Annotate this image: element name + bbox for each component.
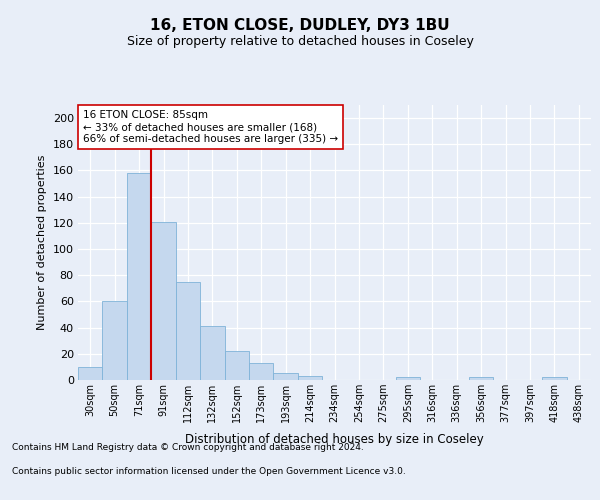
Bar — [176, 282, 200, 380]
Bar — [469, 378, 493, 380]
Bar — [298, 376, 322, 380]
Bar — [200, 326, 224, 380]
Bar — [249, 363, 274, 380]
Text: 16, ETON CLOSE, DUDLEY, DY3 1BU: 16, ETON CLOSE, DUDLEY, DY3 1BU — [150, 18, 450, 32]
Y-axis label: Number of detached properties: Number of detached properties — [37, 155, 47, 330]
Text: Contains public sector information licensed under the Open Government Licence v3: Contains public sector information licen… — [12, 467, 406, 476]
Bar — [151, 222, 176, 380]
Bar — [103, 302, 127, 380]
Bar — [395, 378, 420, 380]
X-axis label: Distribution of detached houses by size in Coseley: Distribution of detached houses by size … — [185, 434, 484, 446]
Bar — [542, 378, 566, 380]
Text: Size of property relative to detached houses in Coseley: Size of property relative to detached ho… — [127, 35, 473, 48]
Text: Contains HM Land Registry data © Crown copyright and database right 2024.: Contains HM Land Registry data © Crown c… — [12, 444, 364, 452]
Bar — [127, 173, 151, 380]
Text: 16 ETON CLOSE: 85sqm
← 33% of detached houses are smaller (168)
66% of semi-deta: 16 ETON CLOSE: 85sqm ← 33% of detached h… — [83, 110, 338, 144]
Bar — [78, 367, 103, 380]
Bar — [224, 351, 249, 380]
Bar — [274, 374, 298, 380]
